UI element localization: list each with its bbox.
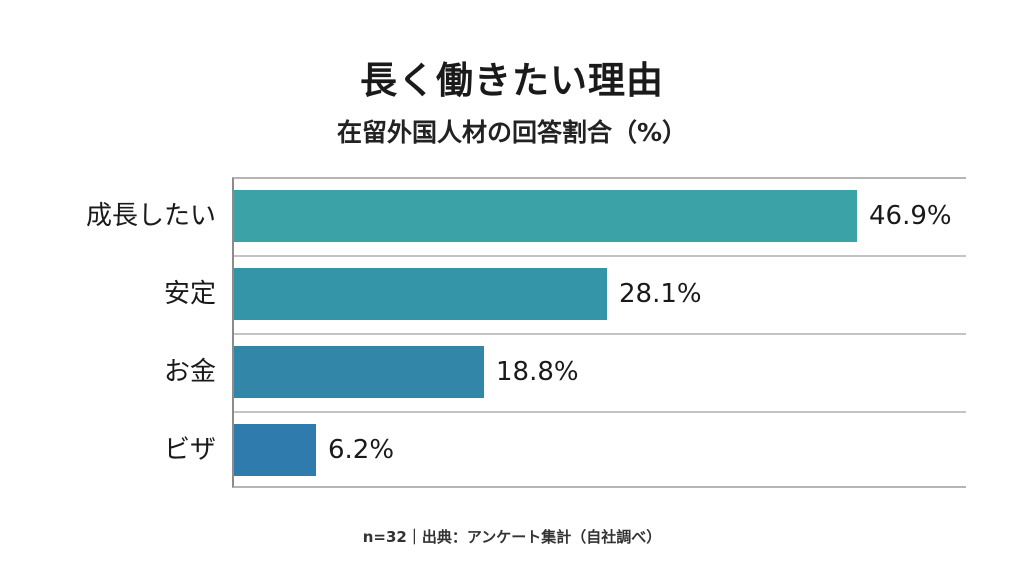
value-label: 6.2% — [328, 435, 395, 465]
category-label: ビザ — [163, 435, 216, 465]
bar-growth — [234, 190, 857, 242]
value-label: 18.8% — [496, 357, 579, 387]
source-note: n=32｜出典：アンケート集計（自社調べ） — [362, 528, 662, 546]
chart-subtitle: 在留外国人材の回答割合（%） — [336, 118, 688, 147]
category-label: 成長したい — [85, 201, 216, 231]
bar-stability — [234, 268, 607, 320]
row-separator — [234, 333, 966, 335]
category-label: 安定 — [163, 279, 216, 309]
bar-money — [234, 346, 484, 398]
chart-title: 長く働きたい理由 — [360, 59, 664, 102]
plot-area: 46.9% 28.1% 18.8% 6.2% — [232, 177, 966, 488]
category-label: お金 — [163, 357, 216, 387]
row-separator — [234, 411, 966, 413]
value-label: 28.1% — [619, 279, 702, 309]
row-separator — [234, 255, 966, 257]
value-label: 46.9% — [869, 201, 952, 231]
bar-visa — [234, 424, 316, 476]
